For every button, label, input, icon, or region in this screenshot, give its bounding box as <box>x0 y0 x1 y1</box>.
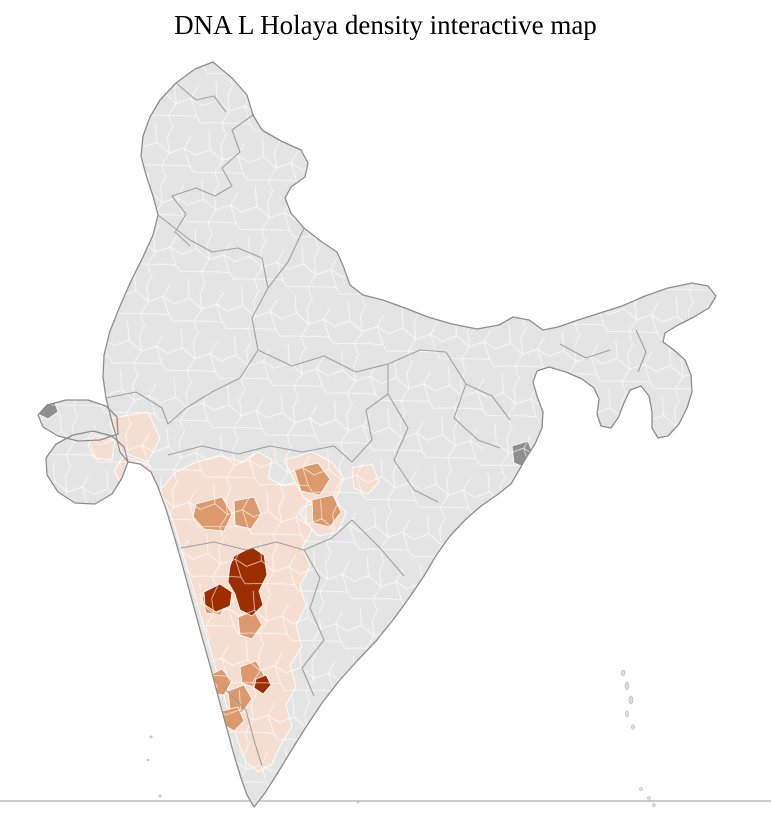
island-dot <box>625 710 629 718</box>
india-outline <box>37 61 717 808</box>
bottom-divider <box>0 800 771 802</box>
outline-kutch <box>37 399 119 442</box>
island-dot <box>146 758 150 762</box>
state-border-lines <box>105 82 647 767</box>
island-dot <box>631 724 635 730</box>
page-title: DNA L Holaya density interactive map <box>174 10 597 40</box>
island-dot <box>639 787 643 791</box>
island-dot <box>158 794 162 798</box>
state-borders <box>105 82 647 767</box>
island-dot <box>620 669 626 677</box>
island-dot <box>149 735 153 739</box>
island-dot <box>356 800 360 804</box>
outline-saurashtra <box>45 430 129 505</box>
islands <box>146 669 656 807</box>
island-dot <box>624 681 630 691</box>
outline-mainland <box>102 61 717 808</box>
island-dot <box>628 695 634 705</box>
island-dot <box>647 796 651 800</box>
island-dot <box>652 803 656 807</box>
